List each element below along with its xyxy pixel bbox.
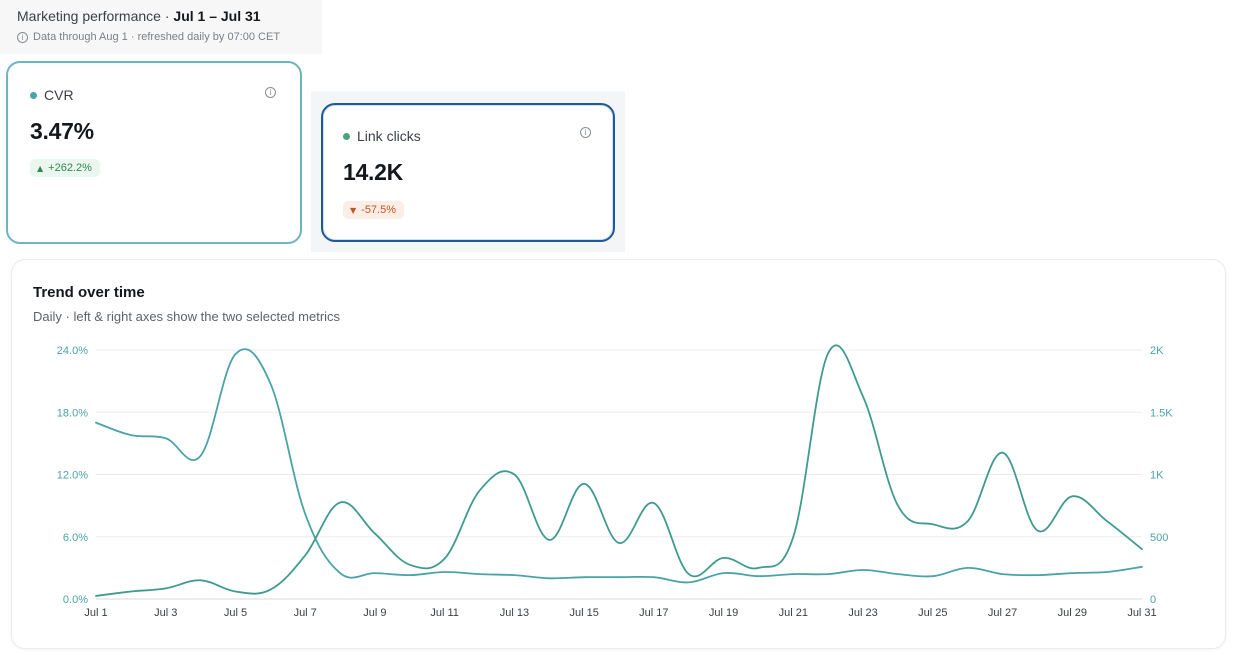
info-icon[interactable]: i (265, 87, 276, 98)
x-axis-tick-label: Jul 23 (848, 607, 877, 619)
x-axis-tick-label: Jul 13 (500, 607, 529, 619)
data-freshness-note: i Data through Aug 1 · refreshed daily b… (17, 31, 280, 43)
right-axis-tick-label: 500 (1150, 532, 1168, 544)
x-axis-tick-label: Jul 19 (709, 607, 738, 619)
right-axis-tick-label: 0 (1150, 594, 1156, 606)
right-axis-tick-label: 2K (1150, 345, 1164, 357)
page-title: Marketing performance · Jul 1 – Jul 31 (17, 8, 261, 24)
arrow-down-icon: ▼ (350, 205, 357, 215)
left-axis-tick-label: 12.0% (57, 470, 88, 482)
header-strip (0, 0, 322, 54)
change-badge-cvr: ▲ +262.2% (30, 159, 100, 177)
series-dot-icon (30, 91, 37, 99)
x-axis-tick-label: Jul 25 (918, 607, 947, 619)
page-title-prefix: Marketing performance · (17, 8, 174, 24)
date-range[interactable]: Jul 1 – Jul 31 (173, 8, 261, 24)
right-axis-tick-label: 1.5K (1150, 407, 1173, 419)
info-icon[interactable]: i (580, 127, 591, 138)
x-axis-tick-label: Jul 11 (430, 607, 459, 619)
x-axis-tick-label: Jul 27 (988, 607, 1017, 619)
change-value: -57.5% (361, 204, 397, 216)
kpi-card-cvr[interactable]: CVR i 3.47% ▲ +262.2% (6, 61, 302, 244)
x-axis-tick-label: Jul 31 (1127, 607, 1156, 619)
info-icon: i (17, 31, 28, 43)
kpi-value-link-clicks: 14.2K (343, 159, 403, 185)
left-axis-tick-label: 6.0% (63, 532, 88, 544)
series-line-link-clicks (95, 344, 1143, 597)
x-axis-tick-label: Jul 21 (779, 607, 808, 619)
left-axis-tick-label: 18.0% (57, 407, 88, 419)
kpi-value-cvr: 3.47% (30, 118, 94, 144)
x-axis-tick-label: Jul 3 (154, 607, 177, 619)
series-dot-icon (343, 132, 350, 140)
series-line-cvr (95, 348, 1143, 584)
change-badge-link-clicks: ▼ -57.5% (343, 201, 405, 219)
data-freshness-text: Data through Aug 1 · refreshed daily by … (33, 31, 281, 43)
kpi-card-link-clicks[interactable]: Link clicks i 14.2K ▼ -57.5% (321, 103, 615, 242)
x-axis-tick-label: Jul 29 (1058, 607, 1087, 619)
x-axis-tick-label: Jul 1 (84, 607, 107, 619)
chart-title: Trend over time (33, 284, 145, 301)
change-value: +262.2% (48, 162, 92, 174)
kpi-label-text: CVR (44, 87, 74, 103)
kpi-label-link-clicks: Link clicks (343, 128, 421, 144)
chart-subtitle: Daily · left & right axes show the two s… (33, 309, 341, 324)
x-axis-tick-label: Jul 9 (363, 607, 386, 619)
kpi-label-text: Link clicks (357, 128, 421, 144)
right-axis-tick-label: 1K (1150, 470, 1164, 482)
kpi-label-cvr: CVR (30, 87, 74, 103)
x-axis-tick-label: Jul 15 (569, 607, 598, 619)
x-axis-tick-label: Jul 17 (639, 607, 668, 619)
left-axis-tick-label: 0.0% (63, 594, 88, 606)
x-axis-tick-label: Jul 5 (224, 607, 247, 619)
arrow-up-icon: ▲ (37, 163, 44, 173)
left-axis-tick-label: 24.0% (57, 345, 88, 357)
x-axis-tick-label: Jul 7 (294, 607, 317, 619)
